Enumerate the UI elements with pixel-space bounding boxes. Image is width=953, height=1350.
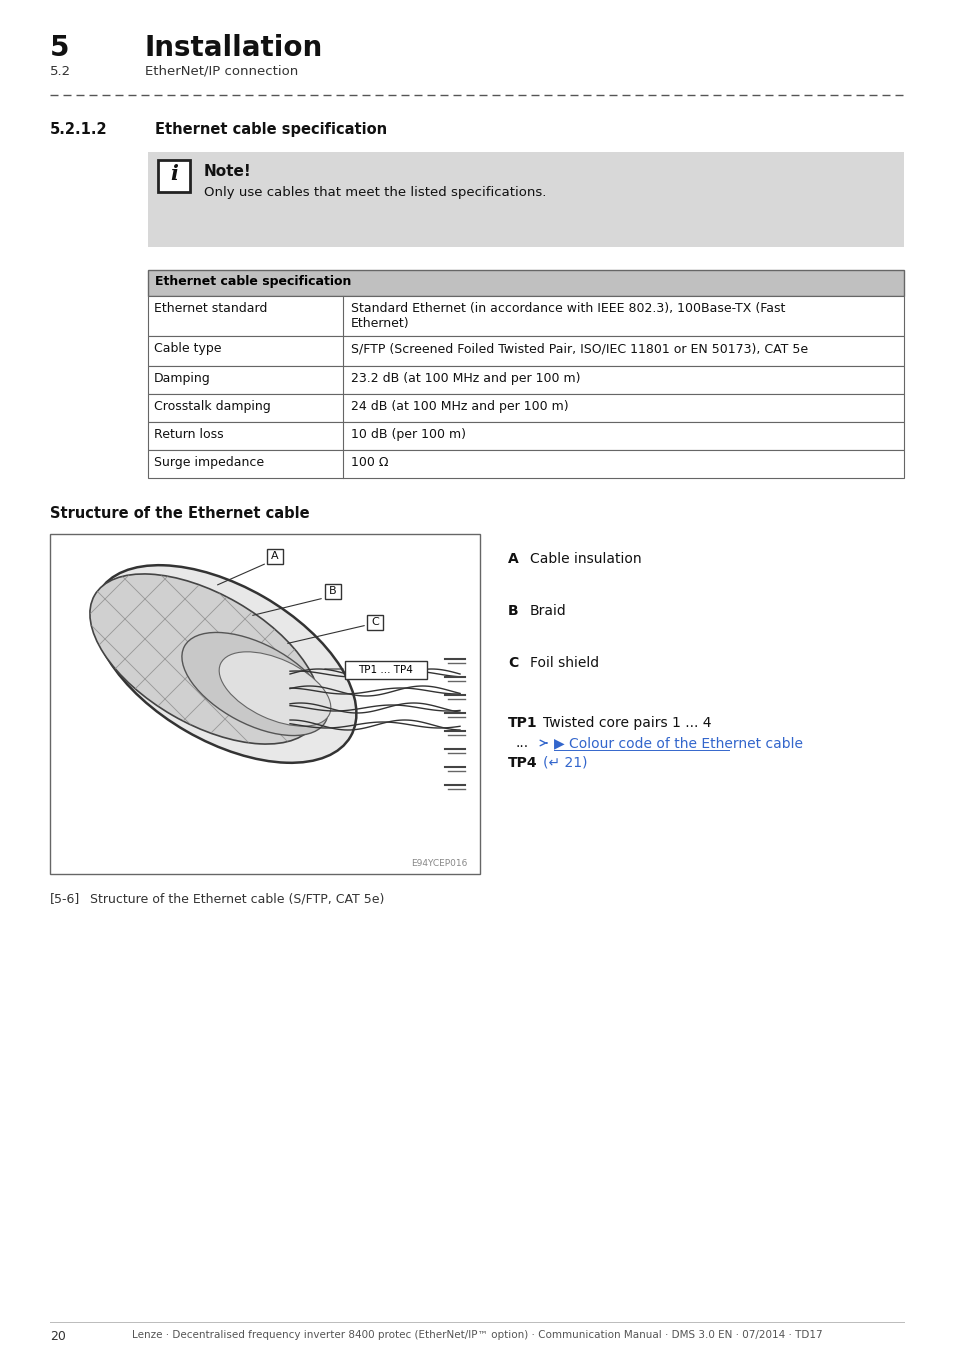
Text: Twisted core pairs 1 ... 4: Twisted core pairs 1 ... 4 — [542, 716, 711, 730]
Bar — [148, 423, 903, 450]
Bar — [148, 394, 903, 423]
Text: Crosstalk damping: Crosstalk damping — [153, 400, 271, 413]
Text: Ethernet standard: Ethernet standard — [153, 302, 267, 315]
Text: (↵ 21): (↵ 21) — [542, 756, 587, 770]
Text: Structure of the Ethernet cable (S/FTP, CAT 5e): Structure of the Ethernet cable (S/FTP, … — [90, 892, 384, 904]
Text: [5-6]: [5-6] — [50, 892, 80, 904]
Text: Only use cables that meet the listed specifications.: Only use cables that meet the listed spe… — [204, 186, 546, 198]
Text: 24 dB (at 100 MHz and per 100 m): 24 dB (at 100 MHz and per 100 m) — [351, 400, 568, 413]
Text: Lenze · Decentralised frequency inverter 8400 protec (EtherNet/IP™ option) · Com: Lenze · Decentralised frequency inverter… — [132, 1330, 821, 1341]
Text: C: C — [371, 617, 378, 626]
Text: Foil shield: Foil shield — [530, 656, 598, 670]
Text: A: A — [507, 552, 518, 566]
Text: C: C — [507, 656, 517, 670]
Text: B: B — [329, 586, 336, 595]
Text: Ethernet cable specification: Ethernet cable specification — [154, 122, 387, 136]
Text: Cable type: Cable type — [153, 342, 221, 355]
Text: TP4: TP4 — [507, 756, 537, 770]
Bar — [148, 336, 903, 366]
Ellipse shape — [93, 566, 356, 763]
Bar — [148, 366, 903, 394]
Text: E94YCEP016: E94YCEP016 — [411, 859, 468, 868]
Text: 5.2: 5.2 — [50, 65, 71, 78]
Text: B: B — [507, 603, 518, 618]
Ellipse shape — [182, 632, 328, 736]
Text: Return loss: Return loss — [153, 428, 223, 441]
Text: EtherNet/IP connection: EtherNet/IP connection — [145, 65, 298, 78]
Bar — [345, 662, 427, 679]
Text: A: A — [271, 551, 278, 562]
Ellipse shape — [90, 574, 320, 744]
Bar — [50, 535, 479, 873]
Bar — [158, 161, 190, 192]
Text: 20: 20 — [50, 1330, 66, 1343]
Text: ▶ Colour code of the Ethernet cable: ▶ Colour code of the Ethernet cable — [554, 736, 802, 751]
Text: Damping: Damping — [153, 373, 211, 385]
Text: Structure of the Ethernet cable: Structure of the Ethernet cable — [50, 506, 310, 521]
Bar — [267, 548, 283, 563]
Text: Cable insulation: Cable insulation — [530, 552, 641, 566]
Bar — [148, 270, 903, 296]
Text: 23.2 dB (at 100 MHz and per 100 m): 23.2 dB (at 100 MHz and per 100 m) — [351, 373, 579, 385]
Text: TP1 ... TP4: TP1 ... TP4 — [358, 666, 413, 675]
Text: Standard Ethernet (in accordance with IEEE 802.3), 100Base-TX (Fast
Ethernet): Standard Ethernet (in accordance with IE… — [351, 302, 784, 329]
Bar — [148, 450, 903, 478]
Text: 10 dB (per 100 m): 10 dB (per 100 m) — [351, 428, 465, 441]
Text: S/FTP (Screened Foiled Twisted Pair, ISO/IEC 11801 or EN 50173), CAT 5e: S/FTP (Screened Foiled Twisted Pair, ISO… — [351, 342, 807, 355]
Text: Braid: Braid — [530, 603, 566, 618]
Bar — [367, 614, 382, 629]
Bar — [148, 296, 903, 336]
Text: i: i — [170, 163, 178, 184]
Ellipse shape — [219, 652, 331, 726]
Text: 5: 5 — [50, 34, 70, 62]
Text: ...: ... — [516, 736, 529, 751]
Bar — [325, 583, 340, 598]
Text: 100 Ω: 100 Ω — [351, 456, 388, 468]
Text: 5.2.1.2: 5.2.1.2 — [50, 122, 108, 136]
Text: Surge impedance: Surge impedance — [153, 456, 264, 468]
Bar — [148, 153, 903, 247]
Text: Note!: Note! — [204, 163, 252, 180]
Text: TP1: TP1 — [507, 716, 537, 730]
Text: Ethernet cable specification: Ethernet cable specification — [154, 275, 351, 288]
Text: Installation: Installation — [145, 34, 323, 62]
